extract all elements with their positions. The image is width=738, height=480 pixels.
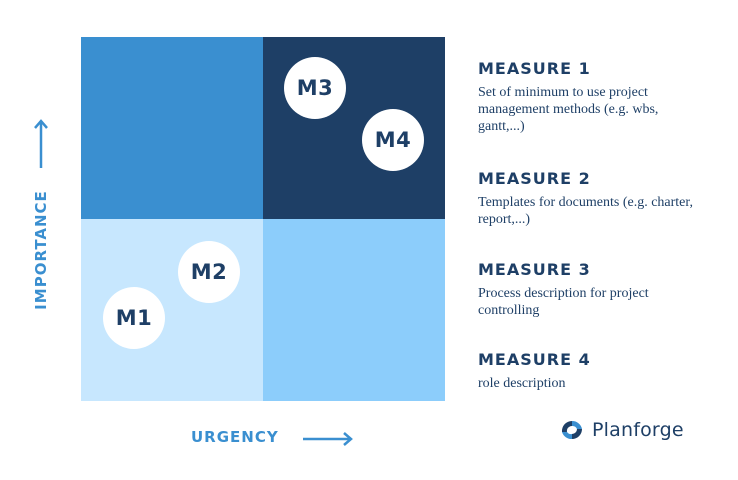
quadrant-bottom-right xyxy=(263,219,445,401)
marker-m2: M2 xyxy=(178,241,240,303)
measure-title: MEASURE 4 xyxy=(478,350,591,369)
brand-logo: Planforge xyxy=(558,418,684,442)
x-axis-label: URGENCY xyxy=(191,428,279,446)
marker-m1: M1 xyxy=(103,287,165,349)
quadrant-top-left xyxy=(81,37,263,219)
measure-2: MEASURE 2 Templates for documents (e.g. … xyxy=(478,169,728,228)
marker-m4: M4 xyxy=(362,109,424,171)
measure-title: MEASURE 2 xyxy=(478,169,591,188)
measure-4: MEASURE 4 role description xyxy=(478,350,728,392)
arrow-right-icon xyxy=(303,432,353,446)
measure-title: MEASURE 1 xyxy=(478,59,591,78)
measure-description: Templates for documents (e.g. charter, r… xyxy=(478,195,693,227)
brand-name: Planforge xyxy=(592,419,684,441)
planforge-logo-icon xyxy=(561,420,582,440)
measure-description: Set of minimum to use project management… xyxy=(478,85,659,134)
arrow-up-icon xyxy=(34,119,48,168)
measure-1: MEASURE 1 Set of minimum to use project … xyxy=(478,59,728,135)
measure-description: role description xyxy=(478,376,566,391)
y-axis-label: IMPORTANCE xyxy=(32,190,50,310)
measure-3: MEASURE 3 Process description for projec… xyxy=(478,260,728,319)
measure-title: MEASURE 3 xyxy=(478,260,591,279)
measure-description: Process description for project controll… xyxy=(478,286,649,318)
marker-m3: M3 xyxy=(284,57,346,119)
